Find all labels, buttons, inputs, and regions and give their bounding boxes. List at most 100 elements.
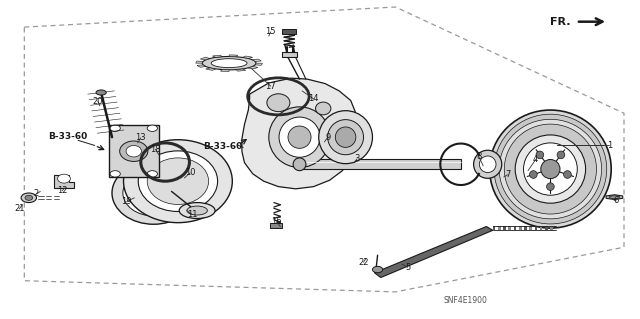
Ellipse shape [147,125,157,131]
Ellipse shape [474,150,502,178]
Ellipse shape [211,59,247,68]
Ellipse shape [515,135,586,203]
Polygon shape [529,226,532,230]
Ellipse shape [494,114,607,224]
Polygon shape [200,57,210,60]
Text: 10: 10 [185,168,195,177]
Polygon shape [509,226,511,230]
Ellipse shape [293,158,306,171]
Text: 1: 1 [607,141,612,150]
Ellipse shape [110,171,120,177]
Polygon shape [109,125,159,177]
Ellipse shape [504,124,596,214]
Ellipse shape [25,195,33,200]
Polygon shape [255,63,262,65]
Text: B-33-60: B-33-60 [204,142,243,151]
Ellipse shape [279,117,320,157]
Ellipse shape [269,107,330,167]
Polygon shape [493,226,495,230]
Polygon shape [503,226,506,230]
Polygon shape [498,226,500,230]
Ellipse shape [335,127,356,147]
Ellipse shape [529,171,537,178]
Text: 11: 11 [187,210,197,219]
Text: 2: 2 [34,189,39,198]
Ellipse shape [490,110,611,228]
Polygon shape [212,55,222,57]
Ellipse shape [110,125,120,131]
Text: 17: 17 [266,82,276,91]
Polygon shape [524,226,527,230]
Text: B-33-60: B-33-60 [48,132,87,141]
Text: 5: 5 [405,263,410,272]
Polygon shape [550,226,553,230]
Ellipse shape [179,203,215,219]
Polygon shape [205,68,216,70]
Ellipse shape [147,158,209,204]
Ellipse shape [267,94,290,112]
Ellipse shape [126,145,141,157]
Text: 4: 4 [533,155,538,164]
Ellipse shape [202,56,256,70]
Polygon shape [545,226,548,230]
Polygon shape [242,78,357,189]
Polygon shape [606,195,623,199]
Text: 18: 18 [150,145,161,154]
Ellipse shape [112,162,195,224]
Bar [282,29,296,34]
Polygon shape [197,65,206,67]
Ellipse shape [187,206,207,215]
Text: 12: 12 [57,186,67,195]
Bar [270,223,282,228]
Text: 3: 3 [355,154,360,163]
Text: SNF4E1900: SNF4E1900 [444,296,488,305]
Polygon shape [540,226,543,230]
Ellipse shape [557,151,564,159]
Ellipse shape [499,119,602,219]
Ellipse shape [316,102,331,115]
Text: 22: 22 [358,258,369,267]
Polygon shape [252,59,261,62]
Ellipse shape [147,171,157,177]
Ellipse shape [479,156,496,173]
Polygon shape [248,66,258,69]
Text: 9: 9 [325,133,330,142]
Ellipse shape [58,174,70,183]
Text: 13: 13 [136,133,146,142]
Text: 16: 16 [271,217,282,226]
Text: 14: 14 [308,94,319,103]
Ellipse shape [123,170,184,216]
Polygon shape [519,226,522,230]
Ellipse shape [319,111,372,164]
Polygon shape [229,55,237,57]
Text: 20: 20 [93,97,103,106]
Ellipse shape [328,120,364,155]
Text: 21: 21 [14,204,24,213]
Text: 6: 6 [614,197,619,205]
Text: 15: 15 [266,27,276,36]
Ellipse shape [564,171,572,178]
Ellipse shape [547,183,554,190]
Polygon shape [221,70,229,71]
Polygon shape [236,69,246,71]
Ellipse shape [541,160,560,179]
Ellipse shape [124,140,232,223]
Text: 19: 19 [122,197,132,206]
Text: 7: 7 [505,170,510,179]
Ellipse shape [138,151,218,211]
Polygon shape [196,61,203,63]
Ellipse shape [21,193,36,203]
Polygon shape [514,226,516,230]
Ellipse shape [609,196,620,198]
Text: FR.: FR. [550,17,571,27]
Polygon shape [374,226,493,278]
Bar [282,52,297,57]
Polygon shape [54,175,74,188]
Ellipse shape [536,151,544,159]
Polygon shape [301,160,461,169]
Ellipse shape [288,126,311,148]
Polygon shape [534,226,537,230]
Ellipse shape [524,143,577,195]
Text: 8: 8 [476,152,481,161]
Ellipse shape [96,90,106,95]
